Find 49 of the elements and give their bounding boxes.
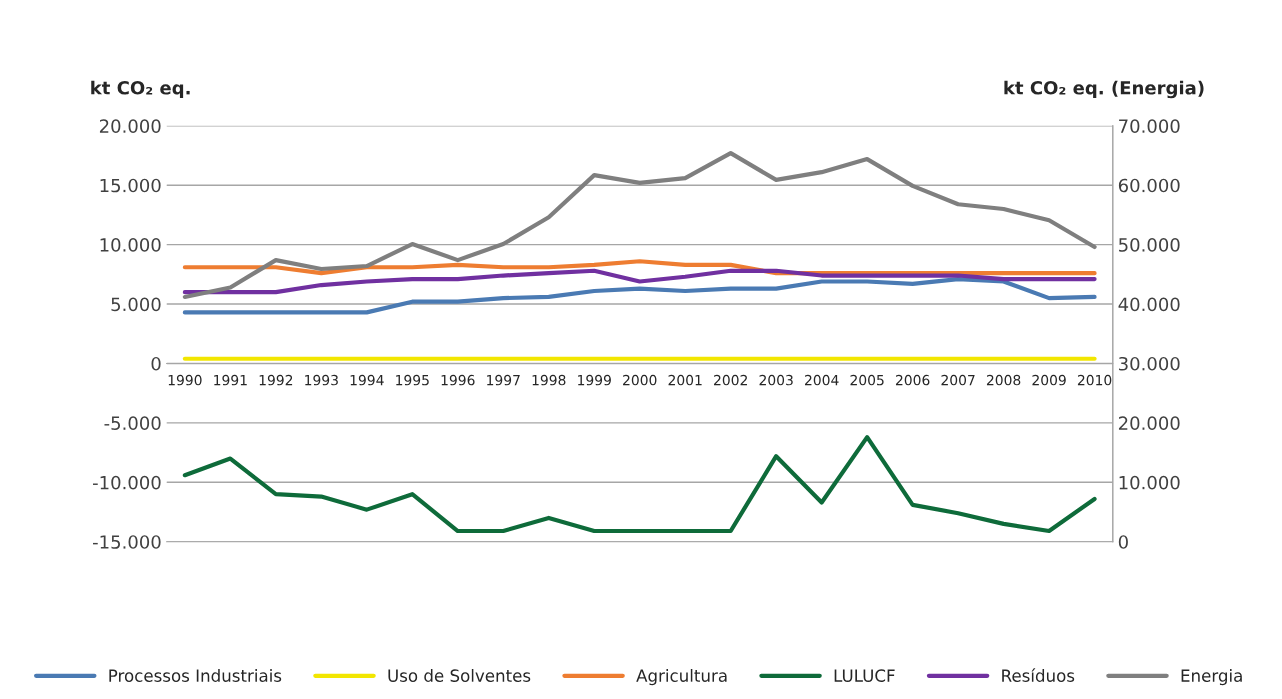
legend-label: Uso de Solventes bbox=[388, 669, 531, 682]
legend-label: Energia bbox=[1181, 669, 1242, 686]
x-tick-label: 2002 bbox=[714, 374, 747, 386]
y-axis-title: kt CO₂ eq. bbox=[91, 80, 190, 99]
legend-label: Processos Industriais bbox=[109, 669, 282, 682]
legend-label: LULUCF bbox=[834, 669, 895, 682]
x-tick-label: 2008 bbox=[986, 374, 1021, 386]
y-tick-label: 10.000 bbox=[100, 238, 161, 252]
x-tick-label: 2003 bbox=[759, 374, 793, 386]
y2-tick-label: 30.000 bbox=[1119, 356, 1180, 371]
line-series bbox=[182, 151, 1097, 300]
y2-tick-label: 20.000 bbox=[1118, 416, 1180, 431]
line-series bbox=[182, 435, 1097, 534]
x-tick-label: 1994 bbox=[350, 374, 384, 386]
y2-tick-label: 60.000 bbox=[1118, 178, 1180, 193]
legend-label: Agricultura bbox=[636, 669, 727, 686]
x-tick-label: 2010 bbox=[1077, 374, 1112, 386]
y2-tick-label: 40.000 bbox=[1118, 297, 1180, 312]
y-tick-label: 0 bbox=[151, 356, 161, 371]
x-tick-label: 1999 bbox=[578, 374, 611, 386]
x-tick-label: 2006 bbox=[895, 374, 930, 386]
x-tick-label: 2004 bbox=[805, 374, 839, 386]
x-tick-label: 2007 bbox=[941, 374, 975, 386]
x-tick-label: 1996 bbox=[441, 374, 475, 386]
x-tick-label: 1997 bbox=[487, 374, 520, 386]
y2-tick-label: 10.000 bbox=[1119, 475, 1180, 490]
x-tick-label: 2001 bbox=[668, 374, 702, 386]
x-tick-label: 2000 bbox=[623, 374, 657, 386]
x-tick-label: 1991 bbox=[214, 374, 247, 386]
y2-tick-label: 50.000 bbox=[1119, 238, 1180, 252]
y-tick-label: -10.000 bbox=[92, 475, 161, 490]
x-tick-label: 2009 bbox=[1032, 374, 1066, 386]
legend-label: Resíduos bbox=[1002, 668, 1075, 682]
y-tick-label: -5.000 bbox=[104, 416, 161, 431]
y-tick-label: 20.000 bbox=[99, 119, 161, 133]
y2-tick-label: 70.000 bbox=[1119, 119, 1180, 133]
x-tick-label: 2005 bbox=[850, 374, 884, 386]
x-tick-label: 1992 bbox=[259, 374, 293, 386]
y-tick-label: -15.000 bbox=[92, 535, 161, 549]
x-tick-label: 1990 bbox=[168, 374, 202, 386]
x-tick-label: 1995 bbox=[396, 374, 429, 386]
y-tick-label: 5.000 bbox=[111, 297, 161, 312]
y2-tick-label: 0 bbox=[1118, 535, 1128, 549]
line-series bbox=[182, 277, 1097, 315]
y2-axis-title: kt CO₂ eq. (Energia) bbox=[1004, 80, 1204, 99]
line-series bbox=[182, 268, 1097, 295]
y-tick-label: 15.000 bbox=[100, 178, 161, 193]
x-tick-label: 1993 bbox=[305, 374, 338, 386]
x-tick-label: 1998 bbox=[532, 374, 566, 386]
